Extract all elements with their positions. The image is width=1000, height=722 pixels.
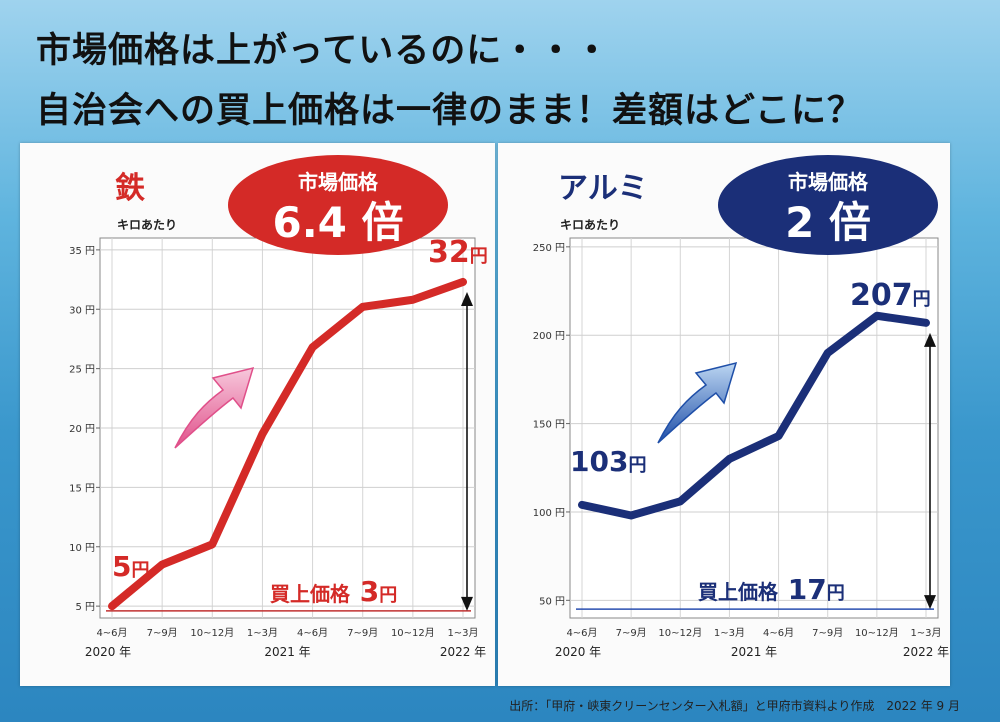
x-tick-label: 10~12月 [855,627,899,639]
chart-title: アルミ [558,171,648,206]
y-tick-label: 50 円 [539,596,565,607]
x-tick-label: 10~12月 [190,627,234,639]
price-data-point [825,350,830,355]
y-tick-label: 150 円 [533,420,565,431]
unit-label: キロあたり [560,218,620,232]
price-data-point [410,297,415,302]
aluminum-chart-panel: 50 円 100 円 150 円 200 円 250 円 4~6月 7~9月 10~12月 1~… [498,143,950,686]
trend-arrow-shape [174,366,255,449]
x-tick-label: 1~3月 [714,627,745,639]
price-data-point [461,279,465,284]
purchase-price-label: 買上価格 17円 [698,573,845,606]
price-data-point [629,513,634,518]
y-tick-label: 5 円 [75,602,95,613]
y-tick-label: 10 円 [69,543,95,554]
end-value-label: 207円 [850,278,931,313]
price-data-point [727,456,732,461]
badge-ratio: 6.4 倍 [272,198,403,247]
price-data-point [924,320,928,325]
year-label: 2022 年 [903,645,949,659]
x-tick-label: 4~6月 [763,627,794,639]
headline-line1: 市場価格は上がっているのに・・・ [36,31,611,71]
x-tick-label: 1~3月 [447,627,478,639]
y-tick-label: 200 円 [533,331,565,342]
purchase-price-label: 買上価格 3円 [270,575,397,608]
end-value-label: 32円 [428,235,488,270]
x-tick-label: 7~9月 [147,627,178,639]
aluminum-chart: 50 円 100 円 150 円 200 円 250 円 4~6月 7~9月 10~12月 1~… [533,155,949,659]
price-series-line [108,277,467,611]
year-label: 2020 年 [85,645,131,659]
price-data-point [110,604,114,609]
y-tick-label: 35 円 [69,246,95,257]
badge-ratio: 2 倍 [785,198,871,247]
gap-arrow-head-top [924,332,936,347]
trend-up-arrow-icon [174,366,255,449]
year-label: 2020 年 [555,645,601,659]
price-data-point [310,345,315,350]
badge-label: 市場価格 [298,170,379,194]
x-tick-label: 7~9月 [347,627,378,639]
x-tick-label: 1~3月 [247,627,278,639]
y-tick-label: 30 円 [69,305,95,316]
x-tick-label: 4~6月 [96,627,127,639]
price-data-point [678,499,683,504]
x-tick-label: 10~12月 [658,627,702,639]
x-tick-label: 10~12月 [391,627,435,639]
gap-arrow-head-top [461,291,473,306]
price-data-point [160,562,165,567]
trend-arrow-shape [657,361,738,444]
market-price-badge [718,155,938,255]
gap-arrow-head-bottom [924,595,936,610]
x-tick-label: 7~9月 [616,627,647,639]
y-tick-label: 250 円 [533,243,565,254]
y-tick-label: 100 円 [533,508,565,519]
market-price-badge [228,155,448,255]
x-tick-label: 1~3月 [910,627,941,639]
chart-title: 鉄 [115,171,145,206]
price-data-point [260,431,265,436]
y-tick-label: 15 円 [69,483,95,494]
price-series-line [578,311,930,520]
year-label: 2021 年 [264,645,310,659]
unit-label: キロあたり [117,218,177,232]
price-data-point [874,313,879,318]
trend-up-arrow-icon [657,361,738,444]
x-tick-label: 4~6月 [297,627,328,639]
price-data-point [580,502,584,507]
year-label: 2021 年 [731,645,777,659]
iron-chart-panel: 5 円 10 円 15 円 20 円 25 円 30 円 35 円 4~6月 7~9月 10~12… [20,143,495,686]
start-value-label: 103円 [570,445,646,478]
price-data-point [360,304,365,309]
year-label: 2022 年 [440,645,486,659]
y-tick-label: 20 円 [69,424,95,435]
source-note: 出所：「甲府・峡東クリーンセンター入札額」と甲府市資料より作成 2022 年 9… [509,699,960,713]
x-tick-label: 4~6月 [566,627,597,639]
start-value-label: 5円 [112,550,149,583]
price-data-point [210,542,215,547]
iron-chart: 5 円 10 円 15 円 20 円 25 円 30 円 35 円 4~6月 7~9月 10~12… [69,155,488,659]
gap-arrow-head-bottom [461,596,473,611]
price-data-point [776,433,781,438]
badge-label: 市場価格 [788,170,869,194]
y-tick-label: 25 円 [69,365,95,376]
x-tick-label: 7~9月 [812,627,843,639]
headline-line2: 自治会への買上価格は一律のまま！差額はどこに？ [36,91,863,131]
